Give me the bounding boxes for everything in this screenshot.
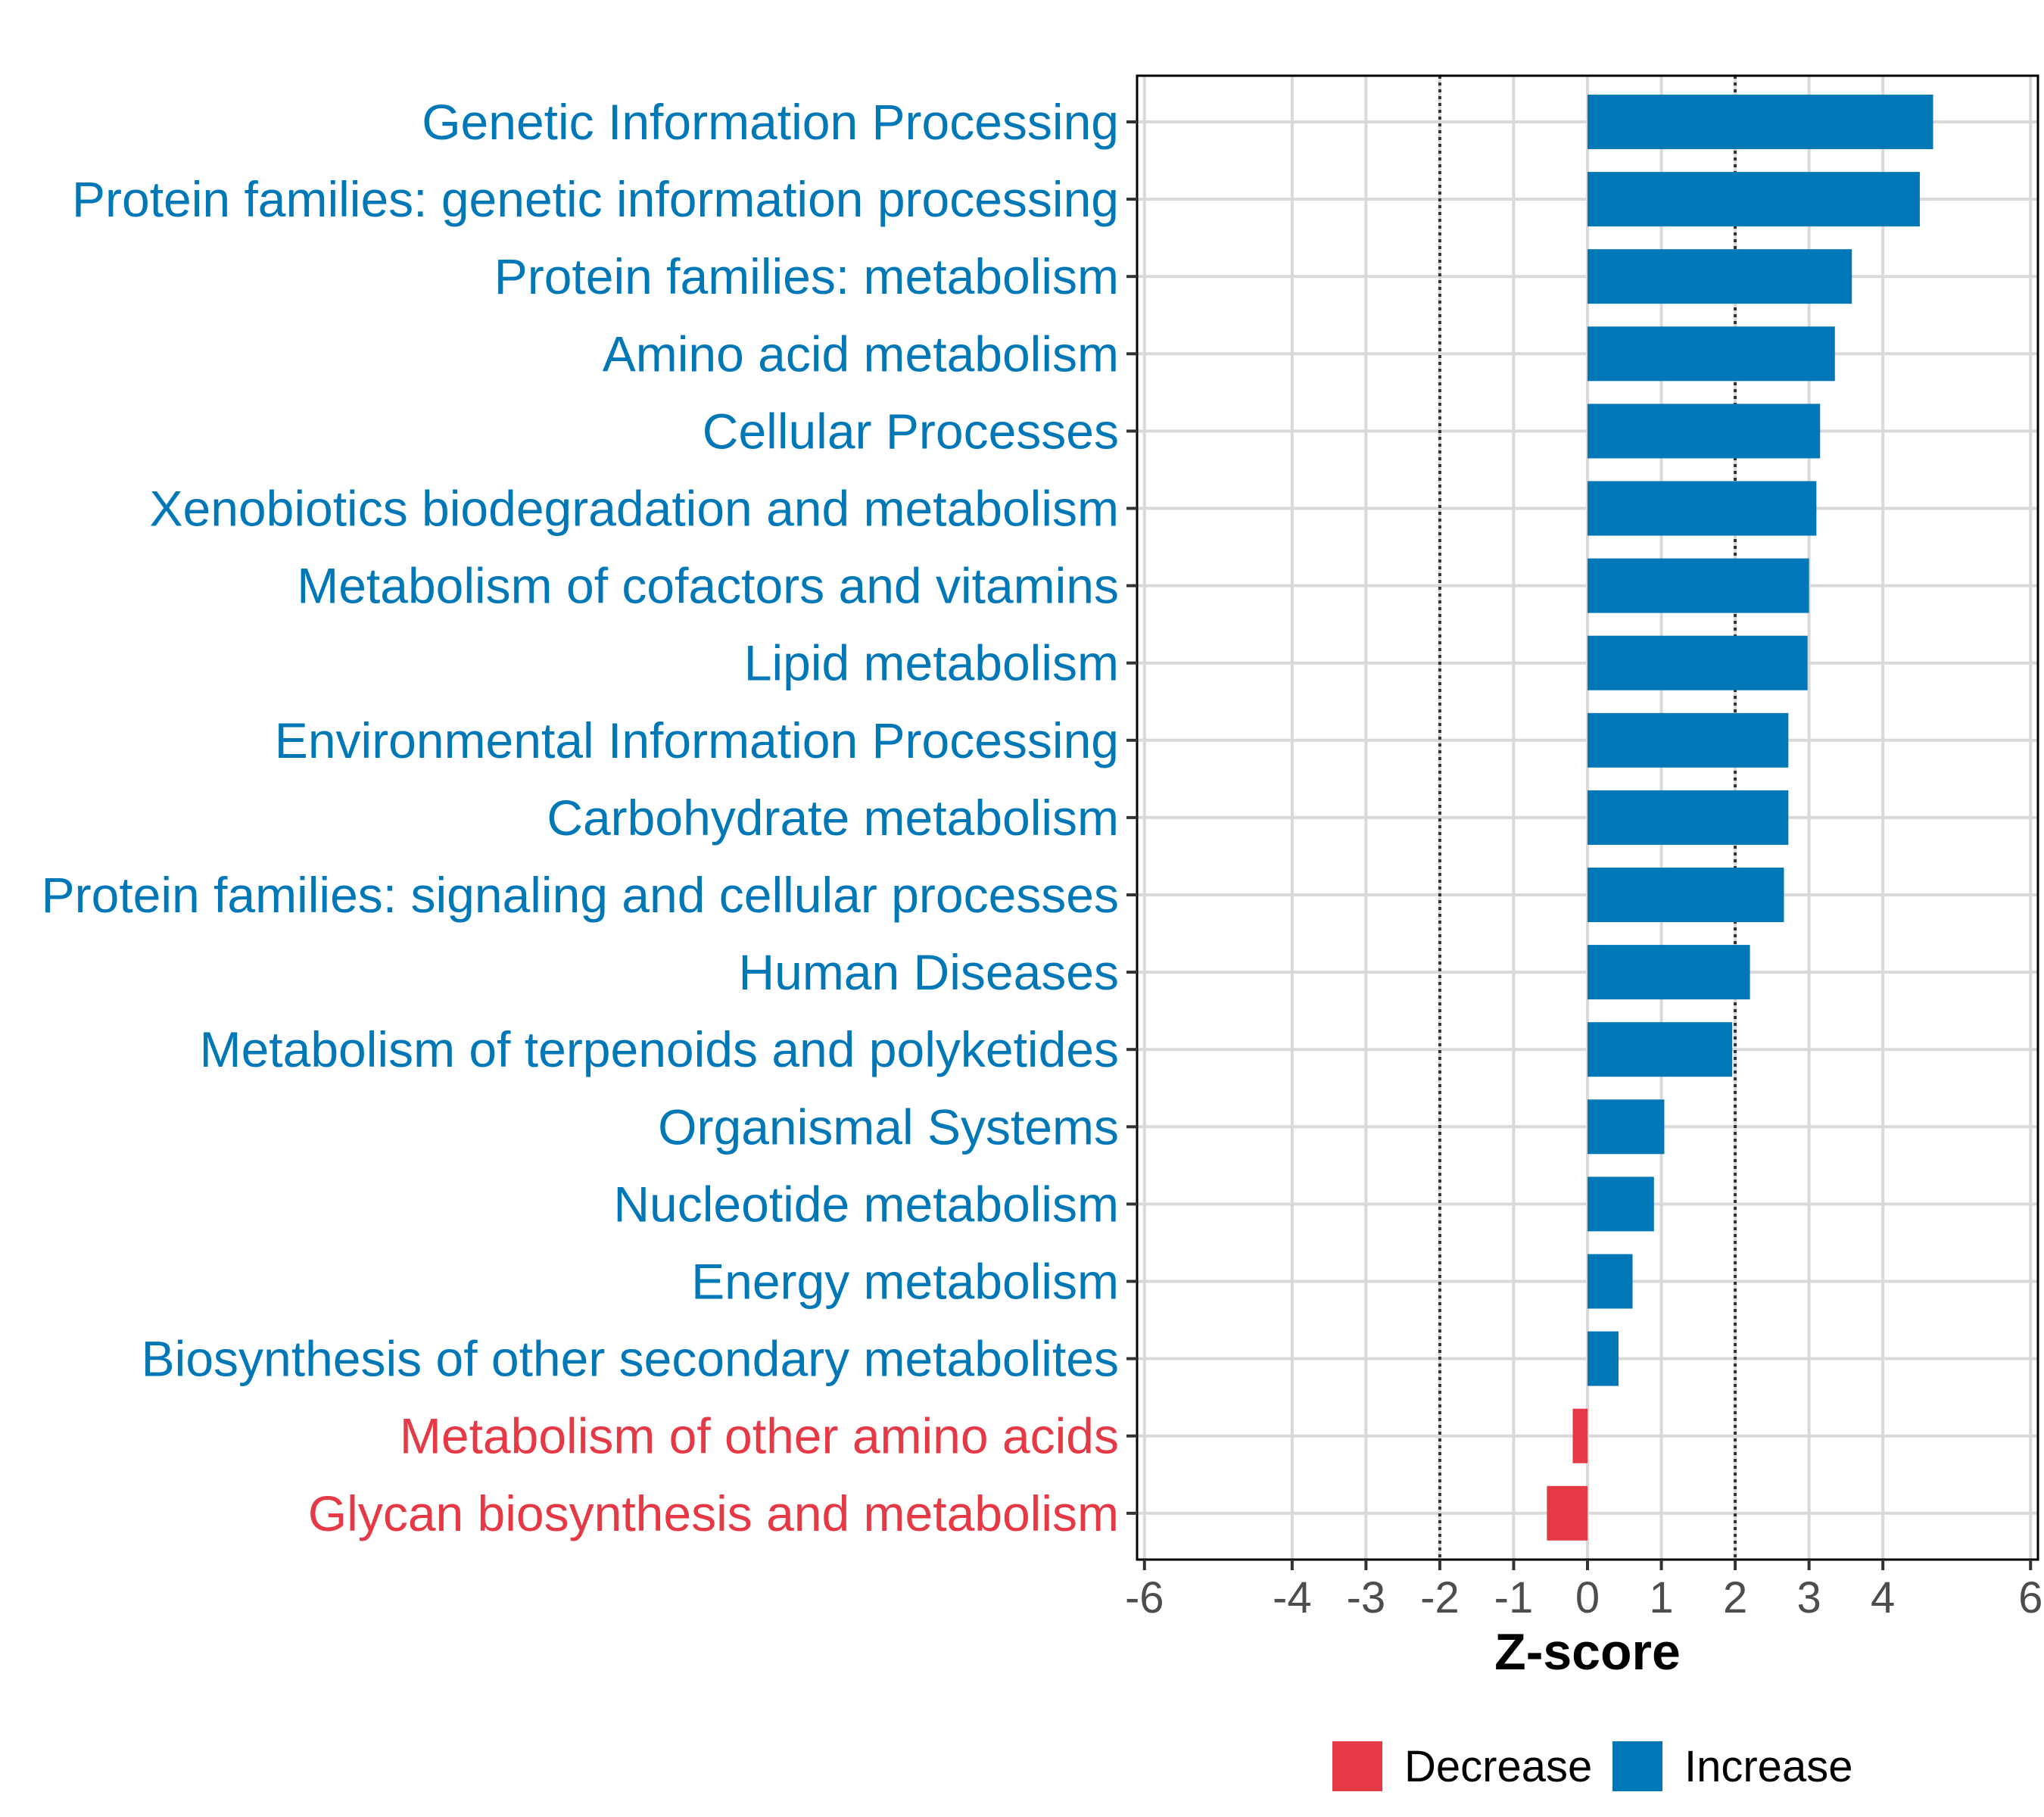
- x-tick-label: 0: [1575, 1573, 1600, 1622]
- category-label: Protein families: signaling and cellular…: [42, 867, 1119, 923]
- legend-label: Decrease: [1404, 1742, 1592, 1791]
- bar: [1572, 1408, 1588, 1463]
- bar: [1588, 868, 1784, 922]
- category-label: Environmental Information Processing: [275, 712, 1119, 768]
- bar: [1588, 1331, 1619, 1386]
- legend-swatch: [1332, 1741, 1382, 1791]
- x-tick-label: -2: [1420, 1573, 1460, 1622]
- bar: [1588, 326, 1835, 382]
- bars: [1547, 95, 1933, 1541]
- x-tick-label: 3: [1796, 1573, 1821, 1622]
- category-label: Metabolism of other amino acids: [400, 1408, 1119, 1464]
- bar: [1588, 481, 1817, 536]
- x-tick-label: 6: [2018, 1573, 2042, 1622]
- reference-lines: [1438, 76, 1737, 1560]
- legend-label: Increase: [1684, 1742, 1852, 1791]
- x-axis-ticks: [1142, 1560, 2033, 1570]
- x-tick-label: 4: [1871, 1573, 1895, 1622]
- category-label: Genetic Information Processing: [422, 94, 1119, 150]
- bar: [1588, 712, 1789, 768]
- bar: [1588, 172, 1920, 227]
- y-axis-ticks: [1126, 120, 1137, 1515]
- category-label: Metabolism of cofactors and vitamins: [297, 558, 1119, 614]
- x-tick-label: -1: [1494, 1573, 1534, 1622]
- bar: [1588, 635, 1808, 690]
- bar: [1588, 1099, 1665, 1155]
- x-tick-label: -3: [1347, 1573, 1386, 1622]
- category-label: Nucleotide metabolism: [613, 1176, 1119, 1232]
- category-label: Cellular Processes: [703, 403, 1119, 459]
- x-tick-label: 1: [1649, 1573, 1673, 1622]
- bar: [1588, 1254, 1633, 1309]
- x-tick-label: -4: [1273, 1573, 1312, 1622]
- bar: [1588, 404, 1821, 459]
- category-label: Energy metabolism: [691, 1254, 1119, 1310]
- x-axis-title: Z-score: [1494, 1623, 1681, 1681]
- category-label: Biosynthesis of other secondary metaboli…: [142, 1331, 1119, 1387]
- bar: [1588, 945, 1750, 1000]
- category-label: Xenobiotics biodegradation and metabolis…: [150, 481, 1120, 537]
- category-label: Amino acid metabolism: [603, 326, 1119, 382]
- x-tick-label: -6: [1125, 1573, 1164, 1622]
- category-label: Metabolism of terpenoids and polyketides: [200, 1021, 1119, 1077]
- bar: [1588, 95, 1933, 149]
- bar: [1588, 790, 1789, 845]
- category-label: Protein families: genetic information pr…: [72, 171, 1119, 227]
- x-tick-label: 2: [1723, 1573, 1747, 1622]
- legend: Decrease Increase: [1332, 1741, 1852, 1791]
- category-label: Carbohydrate metabolism: [547, 790, 1119, 846]
- category-label: Lipid metabolism: [744, 635, 1119, 691]
- category-label: Human Diseases: [738, 944, 1119, 1000]
- bar: [1588, 1177, 1654, 1232]
- category-label: Protein families: metabolism: [494, 248, 1119, 304]
- legend-swatch: [1612, 1741, 1662, 1791]
- category-label: Organismal Systems: [658, 1099, 1119, 1155]
- bar: [1588, 558, 1809, 613]
- y-axis-labels: Genetic Information Processing Protein fa…: [42, 94, 1119, 1541]
- bar: [1588, 249, 1852, 304]
- bar: [1547, 1485, 1588, 1541]
- x-axis-labels: -6 -4 -3 -2 -1 0 1 2 3 4 6: [1125, 1573, 2042, 1622]
- bar: [1588, 1022, 1733, 1077]
- category-label: Glycan biosynthesis and metabolism: [308, 1485, 1119, 1541]
